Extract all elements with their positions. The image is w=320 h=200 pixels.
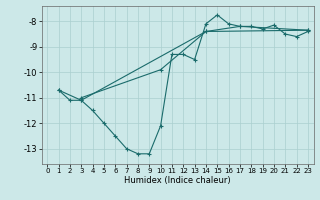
- X-axis label: Humidex (Indice chaleur): Humidex (Indice chaleur): [124, 176, 231, 185]
